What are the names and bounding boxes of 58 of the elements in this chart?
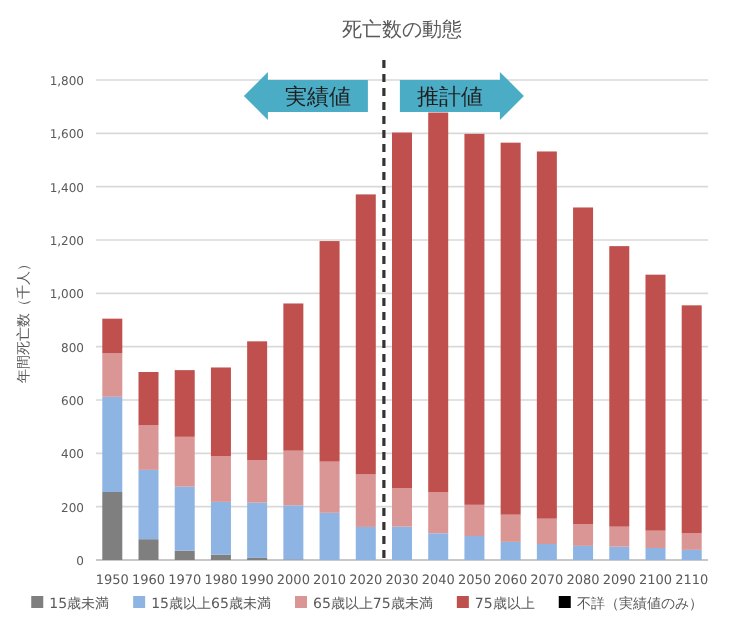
bar xyxy=(283,450,304,506)
bar xyxy=(464,504,485,536)
bar xyxy=(573,524,594,546)
bar xyxy=(536,544,557,560)
bar xyxy=(247,341,268,460)
bar xyxy=(464,536,485,560)
bar xyxy=(428,112,449,492)
bar xyxy=(355,194,376,475)
bar xyxy=(609,546,630,560)
bar xyxy=(573,207,594,524)
bar xyxy=(174,370,195,437)
bar xyxy=(645,530,666,548)
bar xyxy=(681,533,702,550)
bar xyxy=(102,318,123,354)
bar xyxy=(102,492,123,560)
bar xyxy=(645,274,666,531)
bar xyxy=(283,505,304,560)
bar xyxy=(536,151,557,519)
bar xyxy=(210,501,231,555)
bar xyxy=(319,461,340,513)
bar xyxy=(138,539,159,560)
bar xyxy=(319,512,340,560)
bar xyxy=(247,460,268,503)
bar xyxy=(138,469,159,540)
bar xyxy=(210,367,231,456)
bar xyxy=(428,492,449,534)
bar xyxy=(355,526,376,560)
bar xyxy=(355,474,376,527)
bar xyxy=(681,549,702,560)
bar xyxy=(283,303,304,451)
bar xyxy=(392,488,412,527)
bar xyxy=(138,372,159,426)
bar xyxy=(174,486,195,551)
bar xyxy=(247,502,268,558)
annotation: 推計値 xyxy=(416,84,483,110)
bar xyxy=(536,518,557,544)
annotation: 実績値 xyxy=(284,84,351,110)
bar xyxy=(102,396,123,492)
bar xyxy=(609,246,630,527)
bar xyxy=(138,425,159,470)
bar xyxy=(645,548,666,560)
bar xyxy=(210,554,231,560)
bar xyxy=(464,133,485,505)
bar xyxy=(428,533,449,560)
bar xyxy=(392,526,412,560)
bar xyxy=(210,456,231,502)
bar xyxy=(174,550,195,560)
bar xyxy=(609,526,630,547)
bar xyxy=(392,132,412,488)
chart-title: 死亡数の動態 xyxy=(342,18,462,42)
bar xyxy=(319,241,340,462)
bar xyxy=(500,541,521,560)
bar xyxy=(681,305,702,534)
bar xyxy=(174,436,195,487)
bar xyxy=(500,142,521,515)
bar xyxy=(500,514,521,542)
bar xyxy=(102,353,123,397)
bar xyxy=(573,545,594,560)
